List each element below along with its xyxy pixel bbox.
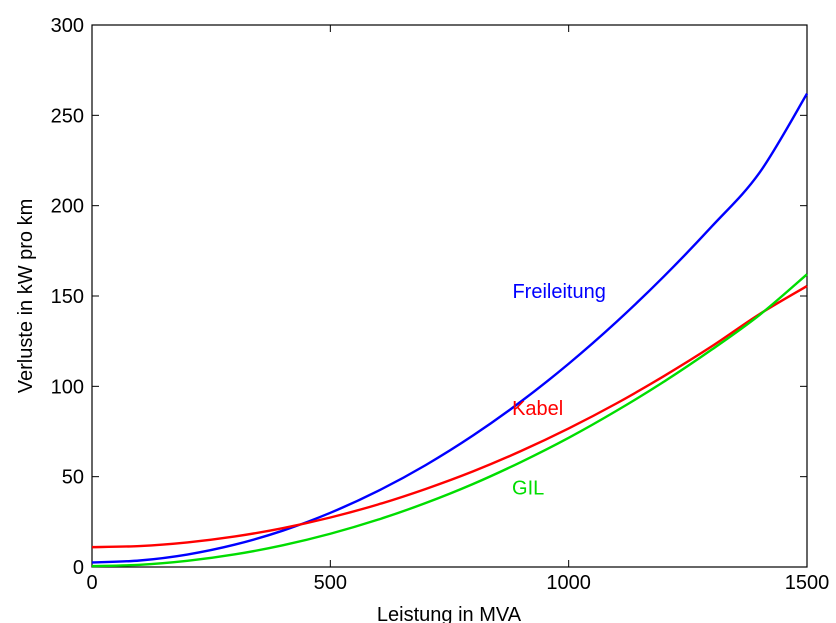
y-tick-label: 300 xyxy=(51,15,84,37)
series-line-freileitung xyxy=(91,93,809,564)
annotation-freileitung: Freileitung xyxy=(512,281,605,303)
plot-area xyxy=(91,24,808,568)
annotation-kabel: Kabel xyxy=(512,398,563,420)
y-tick-label: 150 xyxy=(51,286,84,308)
annotation-gil: GIL xyxy=(512,478,544,500)
series-layer xyxy=(91,93,809,568)
y-tick-label: 100 xyxy=(51,376,84,398)
y-tick-label: 200 xyxy=(51,196,84,218)
x-tick-label: 1000 xyxy=(546,572,591,594)
axis-ticks: 0 500 1000 1500 0 50 100 150 200 250 300 xyxy=(51,15,830,594)
series-line-kabel xyxy=(91,285,808,549)
series-line-gil xyxy=(91,273,808,568)
y-axis-label: Verluste in kW pro km xyxy=(15,199,37,394)
x-tick-label: 500 xyxy=(314,572,347,594)
y-tick-label: 250 xyxy=(51,105,84,127)
annotation-layer: Freileitung Kabel GIL xyxy=(512,281,606,500)
x-axis-label: Leistung in MVA xyxy=(377,604,522,623)
x-tick-label: 1500 xyxy=(785,572,830,594)
x-tick-label: 0 xyxy=(86,572,97,594)
y-tick-label: 50 xyxy=(62,467,84,489)
y-tick-label: 0 xyxy=(73,557,84,579)
